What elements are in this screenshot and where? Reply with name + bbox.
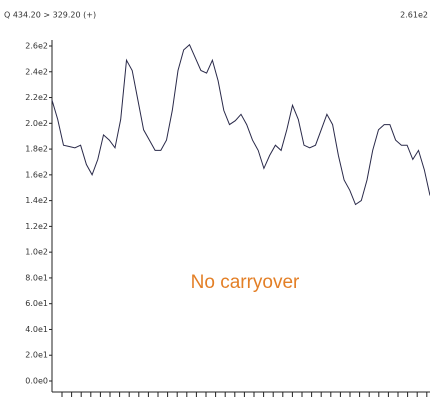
y-tick-label: 2.2e2 bbox=[25, 93, 48, 102]
y-tick-label: 2.0e1 bbox=[25, 351, 48, 360]
header-right: 2.61e2 bbox=[400, 11, 428, 20]
y-tick-label: 2.0e2 bbox=[25, 119, 48, 128]
y-tick-label: 1.6e2 bbox=[25, 170, 48, 179]
y-tick-label: 6.0e1 bbox=[25, 299, 48, 308]
y-tick-label: 1.8e2 bbox=[25, 145, 48, 154]
y-tick-label: 0.0e0 bbox=[25, 377, 48, 386]
y-tick-label: 2.4e2 bbox=[25, 67, 48, 76]
header-left: Q 434.20 > 329.20 (+) bbox=[4, 11, 96, 20]
y-tick-label: 1.0e2 bbox=[25, 248, 48, 257]
y-tick-label: 1.4e2 bbox=[25, 196, 48, 205]
annotation: No carryover bbox=[191, 272, 300, 293]
y-tick-label: 1.2e2 bbox=[25, 222, 48, 231]
y-tick-label: 4.0e1 bbox=[25, 325, 48, 334]
y-tick-label: 2.6e2 bbox=[25, 42, 48, 51]
line bbox=[51, 43, 430, 206]
y-tick-label: 8.0e1 bbox=[25, 273, 48, 282]
